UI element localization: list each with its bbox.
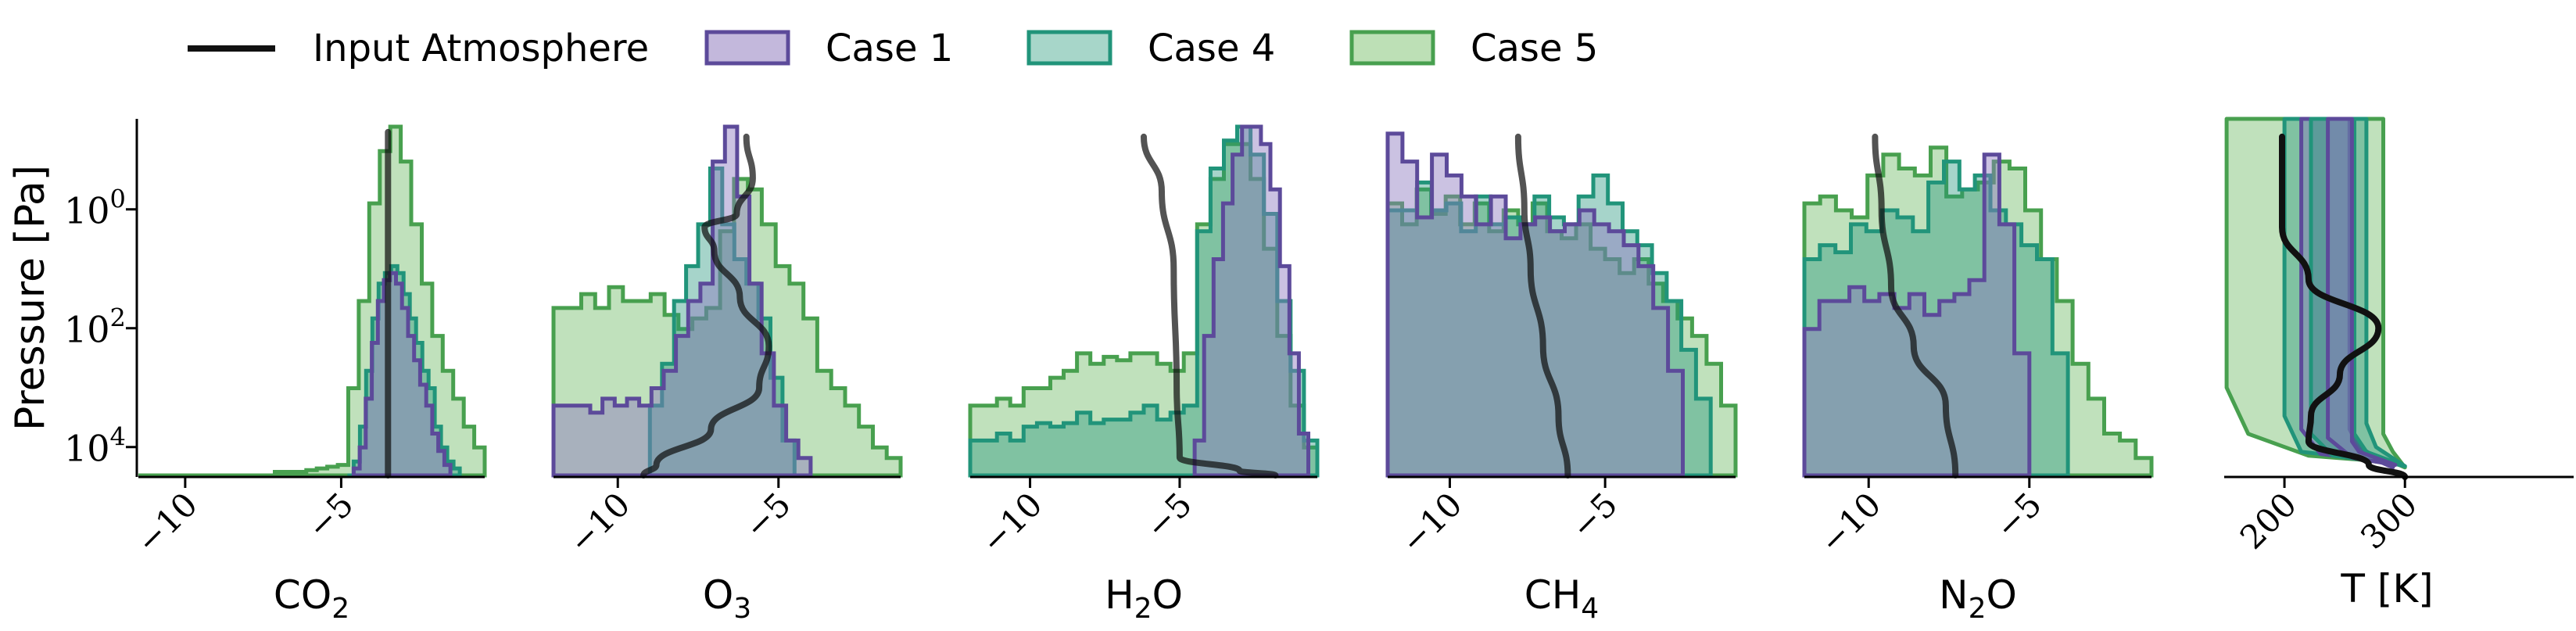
x-axis-label-suffix: O [1986, 572, 2016, 618]
case4-histogram [968, 124, 1320, 478]
legend-patch-swatch [704, 30, 790, 66]
x-axis-label: T [K] [2340, 566, 2433, 611]
x-tick-label: 300 [2353, 485, 2424, 556]
x-axis-label-subscript: 2 [1134, 593, 1152, 625]
x-tick-label: −5 [1987, 485, 2048, 546]
legend-entry: Case 5 [1349, 27, 1598, 70]
case1-histogram [1192, 124, 1310, 478]
legend-label: Case 5 [1471, 27, 1598, 70]
x-axis-label-main: O [703, 572, 733, 618]
x-tick-label: −10 [129, 485, 205, 561]
x-axis-label: O3 [703, 572, 751, 625]
input-temperature-line [2278, 133, 2409, 481]
input-atmosphere-line [1514, 133, 1571, 479]
x-axis-label-subscript: 2 [1969, 593, 1987, 625]
panel: −10 −5 N2O [1802, 133, 2154, 625]
x-tick-label: −5 [1138, 485, 1199, 546]
x-axis-label: N2O [1939, 572, 2017, 625]
legend-entry: Case 1 [704, 27, 953, 70]
y-tick-label: 100 [64, 185, 126, 232]
legend-label: Case 1 [826, 27, 953, 70]
x-axis-label-main: N [1939, 572, 1968, 618]
case4-histogram [1802, 160, 2070, 478]
case1-histogram [1802, 152, 2032, 478]
panel: −10 −5O3 [551, 124, 903, 625]
x-axis-label-subscript: 3 [733, 593, 751, 625]
y-tick-label-base: 10 [64, 309, 110, 351]
y-tick-label: 102 [64, 303, 126, 351]
x-axis-label: CH4 [1524, 572, 1599, 625]
case1-histogram [351, 271, 453, 478]
panel: −10 −5 CO2 [129, 124, 487, 625]
case1-temperature-envelope [2326, 117, 2398, 468]
x-tick-label: −10 [1812, 485, 1888, 561]
x-axis-label-main: H [1105, 572, 1134, 618]
x-axis-label-subscript: 4 [1581, 593, 1599, 625]
input-atmosphere-line [1872, 133, 1959, 479]
input-atmosphere-line [1141, 133, 1279, 479]
legend-patch-swatch [1349, 30, 1435, 66]
x-tick-label: −10 [1393, 485, 1469, 561]
case4-histogram [1385, 173, 1713, 478]
legend: Input Atmosphere Case 1 Case 4 Case 5 [188, 27, 1598, 70]
x-axis-label-suffix: O [1152, 572, 1183, 618]
x-tick-label: −10 [973, 485, 1049, 561]
case5-histogram [968, 142, 1320, 478]
legend-entry: Input Atmosphere [188, 27, 649, 70]
y-tick-label-base: 10 [64, 190, 110, 232]
y-tick-label-base: 10 [64, 428, 110, 470]
x-axis-label: CO2 [274, 572, 349, 625]
y-axis-label: Pressure [Pa] [7, 165, 54, 431]
x-tick-label: 200 [2233, 485, 2304, 556]
x-axis-label-main: CH [1524, 572, 1582, 618]
y-tick-label-exponent: 2 [110, 303, 126, 333]
case5-histogram [1802, 145, 2154, 478]
y-tick-label-exponent: 0 [110, 185, 126, 214]
x-axis-label-subscript: 2 [331, 593, 349, 625]
case4-temperature-envelope [2309, 117, 2407, 468]
x-axis-label-main: CO [274, 572, 331, 618]
case1-histogram [551, 124, 813, 478]
x-tick-label: −5 [299, 485, 360, 546]
panel: −10 −5 CH4 [1385, 131, 1738, 625]
case5-histogram [138, 124, 487, 478]
input-atmosphere-line [640, 133, 772, 479]
legend-label: Case 4 [1148, 27, 1275, 70]
x-axis-label: H2O [1105, 572, 1183, 625]
legend-patch-swatch [1026, 30, 1112, 66]
y-tick-label-exponent: 4 [110, 422, 126, 452]
y-tick-label: 104 [64, 422, 126, 470]
temperature-panel: 200 300 T [K] [2224, 117, 2574, 611]
x-tick-label: −5 [1564, 485, 1625, 546]
x-tick-label: −10 [561, 485, 637, 561]
legend-entry: Case 4 [1026, 27, 1275, 70]
x-tick-label: −5 [736, 485, 797, 546]
legend-label: Input Atmosphere [313, 27, 649, 70]
